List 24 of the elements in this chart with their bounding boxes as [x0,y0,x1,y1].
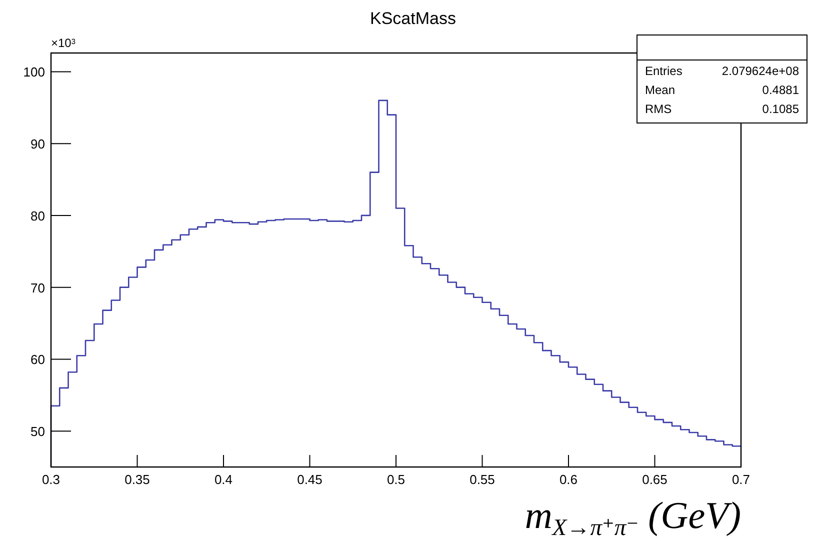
y-tick-label: 80 [30,208,45,224]
y-tick-label: 60 [30,352,45,368]
x-tick-label: 0.7 [732,472,750,487]
text: 0.4881 [762,83,799,97]
x-tick-label: 0.3 [42,472,60,487]
x-tick-label: 0.4 [214,472,233,487]
y-tick-label: 50 [30,424,45,440]
x-axis-title: m$_{X→π⁺π⁻}$ (GeV) [524,495,741,537]
annotation: RMS [645,102,672,116]
y-tick-label: 90 [30,136,45,152]
x-tick-label: 0.45 [297,472,322,487]
text: ×10$^{3}$ [51,36,76,50]
x-tick-label: 0.55 [470,472,495,487]
annotation: Mean [645,83,676,97]
x-tick-label: 0.6 [559,472,578,487]
y-tick-label: 100 [23,64,45,80]
x-tick-label: 0.65 [642,472,668,487]
x-tick-label: 0.35 [124,472,150,487]
text: 0.1085 [762,102,799,116]
x-tick-label: 0.5 [386,472,406,487]
y-tick-label: 70 [30,280,45,296]
annotation: 2.079624e+08 [722,64,800,78]
chart-title: KScatMass [370,9,456,28]
annotation: Entries [645,64,682,78]
